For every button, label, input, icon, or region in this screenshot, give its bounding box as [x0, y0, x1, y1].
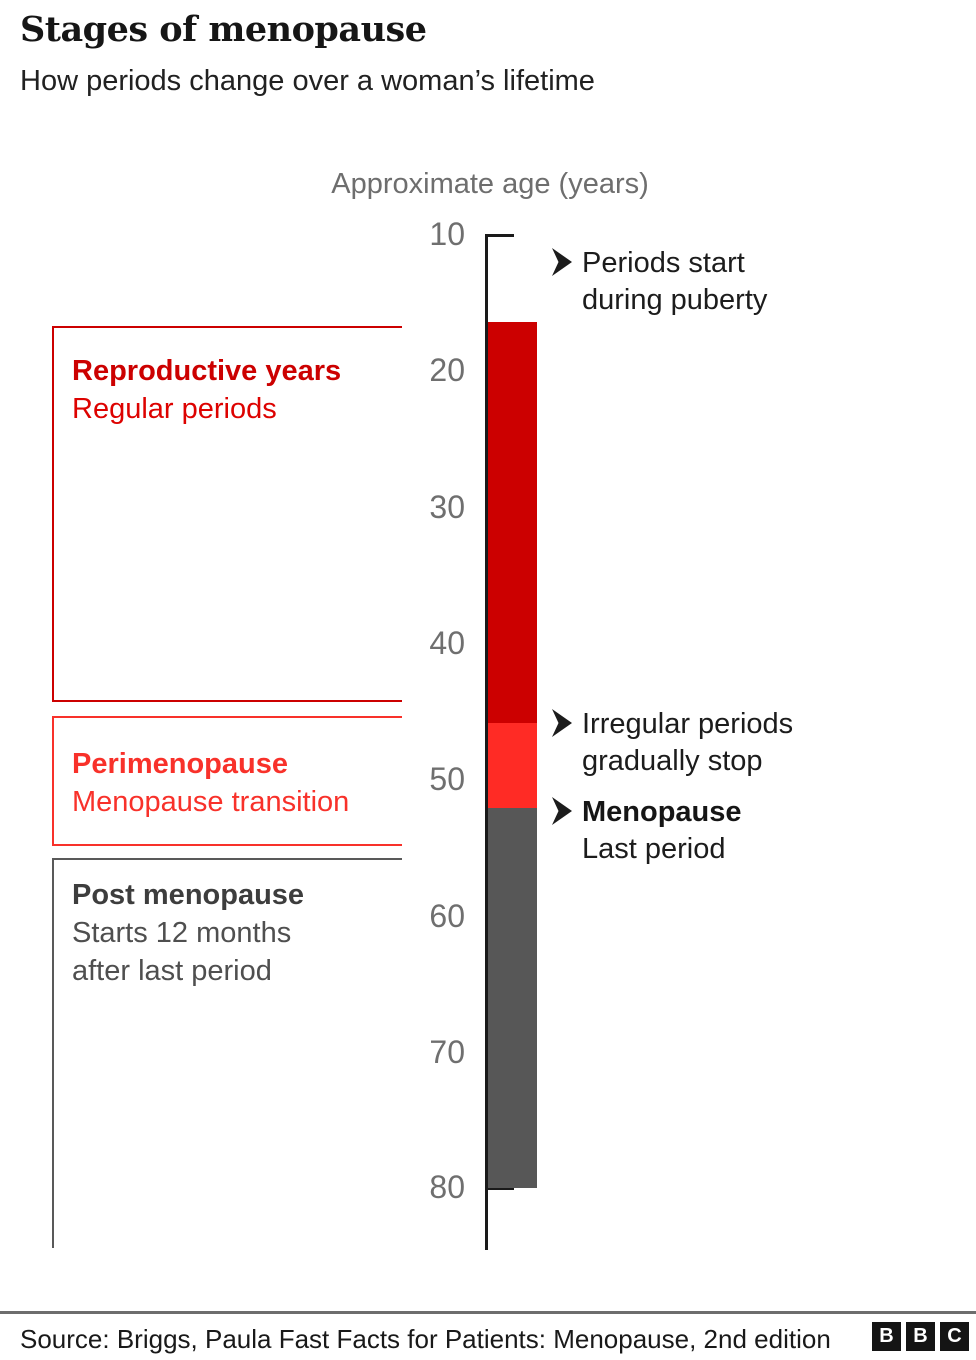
- bbc-logo-block: B: [872, 1322, 901, 1351]
- tick-label-70: 70: [429, 1034, 465, 1070]
- arrow-right-icon: [552, 797, 572, 825]
- tick-mark-80: [485, 1187, 514, 1190]
- stage-box-perimenopause: Perimenopause Menopause transition: [52, 716, 402, 846]
- stage-box-description: after last period: [72, 955, 272, 987]
- tick-label-30: 30: [429, 489, 465, 525]
- annotation-line-2: gradually stop: [582, 745, 763, 777]
- page-subtitle: How periods change over a woman’s lifeti…: [20, 65, 595, 97]
- tick-mark-10: [485, 234, 514, 237]
- arrow-right-icon: [552, 709, 572, 737]
- bbc-logo-block: C: [940, 1322, 969, 1351]
- bbc-logo: B B C: [872, 1322, 972, 1351]
- stage-box-description: Menopause transition: [72, 786, 350, 818]
- arrow-right-icon: [552, 248, 572, 276]
- bar-segment-perimenopause: [488, 723, 537, 808]
- stage-box-reproductive-years: Reproductive years Regular periods: [52, 326, 402, 702]
- tick-label-40: 40: [429, 625, 465, 661]
- bar-segment-reproductive-years: [488, 322, 537, 723]
- annotation-line-1: Menopause: [582, 796, 742, 828]
- annotation-irregular-periods: Irregular periods gradually stop: [582, 706, 972, 780]
- tick-label-10: 10: [429, 216, 465, 252]
- annotation-periods-start: Periods start during puberty: [582, 245, 972, 319]
- source-text: Source: Briggs, Paula Fast Facts for Pat…: [20, 1324, 831, 1354]
- age-axis-line: [485, 234, 488, 1250]
- stage-box-title: Perimenopause: [72, 748, 288, 780]
- annotation-line-1: Periods start: [582, 247, 745, 279]
- stage-box-description: Regular periods: [72, 393, 277, 425]
- annotation-menopause: Menopause Last period: [582, 794, 972, 868]
- tick-label-20: 20: [429, 352, 465, 388]
- axis-title: Approximate age (years): [331, 168, 649, 200]
- annotation-line-2: Last period: [582, 833, 726, 865]
- bbc-logo-block: B: [906, 1322, 935, 1351]
- bar-segment-post-menopause: [488, 808, 537, 1188]
- annotation-line-2: during puberty: [582, 284, 768, 316]
- stage-box-title: Post menopause: [72, 879, 305, 911]
- stage-box-title: Reproductive years: [72, 355, 342, 387]
- annotation-line-1: Irregular periods: [582, 708, 794, 740]
- stage-box-post-menopause: Post menopause Starts 12 months after la…: [52, 858, 402, 1248]
- footer-divider: [0, 1311, 976, 1314]
- page-title: Stages of menopause: [20, 9, 427, 50]
- tick-label-50: 50: [429, 761, 465, 797]
- tick-label-80: 80: [429, 1169, 465, 1205]
- tick-label-60: 60: [429, 898, 465, 934]
- stage-box-description: Starts 12 months: [72, 917, 292, 949]
